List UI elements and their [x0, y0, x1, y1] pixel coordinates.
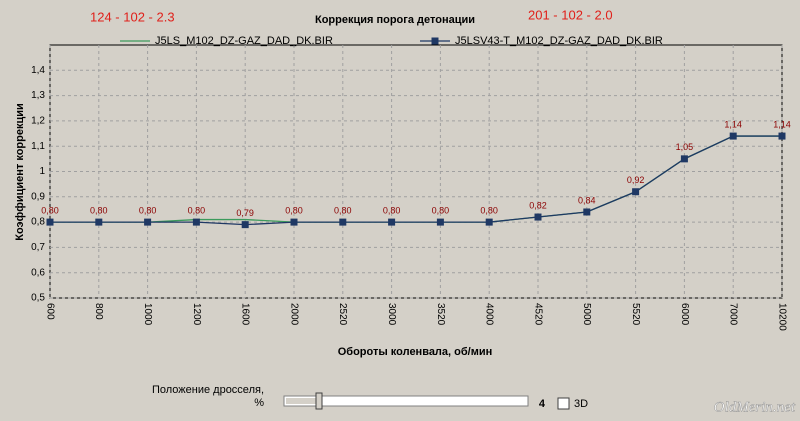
slider-thumb[interactable]: [315, 392, 323, 410]
y-tick-label: 0,5: [31, 293, 45, 304]
data-label: 1,14: [724, 119, 742, 129]
marker: [388, 218, 396, 226]
data-label: 0,80: [334, 205, 352, 215]
marker: [339, 218, 347, 226]
x-tick-label: 1000: [142, 303, 153, 326]
y-tick-label: 0,9: [31, 191, 45, 202]
checkbox-label: 3D: [574, 398, 588, 410]
y-axis-label: Коэффициент коррекции: [14, 103, 26, 241]
x-tick-label: 2520: [337, 303, 348, 326]
x-tick-label: 7000: [728, 303, 739, 326]
marker: [192, 218, 200, 226]
x-tick-label: 2000: [288, 303, 299, 326]
watermark: OldMerin.net: [714, 399, 796, 415]
data-label: 0,80: [188, 205, 206, 215]
chart-title: Коррекция порога детонации: [315, 14, 475, 26]
y-tick-label: 0,8: [31, 217, 45, 228]
marker: [778, 132, 786, 140]
checkbox[interactable]: [557, 397, 570, 410]
x-axis-label: Обороты коленвала, об/мин: [338, 346, 493, 358]
slider[interactable]: [283, 392, 529, 410]
marker: [680, 155, 688, 163]
marker: [485, 218, 493, 226]
x-tick-label: 4520: [532, 303, 543, 326]
x-tick-label: 6000: [679, 303, 690, 326]
data-label: 0,82: [529, 200, 547, 210]
x-tick-label: 1600: [240, 303, 251, 326]
x-tick-label: 3520: [435, 303, 446, 326]
series-line: [50, 135, 782, 226]
marker: [534, 213, 542, 221]
data-label: 0,80: [90, 205, 108, 215]
data-label: 0,79: [236, 208, 254, 218]
data-label: 0,80: [432, 205, 450, 215]
throttle-label: Положение дросселя,: [152, 384, 264, 396]
legend-label: J5LS_M102_DZ-GAZ_DAD_DK.BIR: [155, 35, 333, 47]
marker: [632, 188, 640, 196]
marker: [46, 218, 54, 226]
data-label: 1,05: [676, 142, 694, 152]
data-label: 0,80: [139, 205, 157, 215]
marker: [241, 221, 249, 229]
y-tick-label: 0,6: [31, 267, 45, 278]
x-tick-label: 600: [44, 303, 55, 320]
x-tick-label: 5000: [581, 303, 592, 326]
y-tick-label: 1,4: [31, 65, 45, 76]
x-tick-label: 4000: [484, 303, 495, 326]
marker: [729, 132, 737, 140]
marker: [290, 218, 298, 226]
marker: [144, 218, 152, 226]
throttle-value: 4: [539, 398, 546, 410]
legend-label: J5LSV43-T_M102_DZ-GAZ_DAD_DK.BIR: [455, 35, 663, 47]
annotation: 124 - 102 - 2.3: [90, 9, 175, 24]
slider-track[interactable]: [283, 395, 529, 407]
y-tick-label: 1,3: [31, 90, 45, 101]
y-tick-label: 1,2: [31, 116, 45, 127]
marker: [95, 218, 103, 226]
marker: [436, 218, 444, 226]
data-label: 0,80: [480, 205, 498, 215]
x-tick-label: 10200: [776, 303, 787, 331]
data-label: 0,80: [285, 205, 303, 215]
annotation: 201 - 102 - 2.0: [528, 7, 613, 22]
x-tick-label: 800: [93, 303, 104, 320]
data-label: 0,92: [627, 175, 645, 185]
x-tick-label: 5520: [630, 303, 641, 326]
marker: [583, 208, 591, 216]
legend-marker: [431, 37, 439, 45]
slider-fill: [286, 398, 316, 404]
data-label: 1,14: [773, 119, 791, 129]
y-tick-label: 1: [39, 166, 45, 177]
x-tick-label: 3000: [386, 303, 397, 326]
x-tick-label: 1200: [191, 303, 202, 326]
data-label: 0,80: [383, 205, 401, 215]
y-tick-label: 0,7: [31, 242, 45, 253]
data-label: 0,84: [578, 195, 596, 205]
throttle-unit: %: [254, 397, 264, 409]
data-label: 0,80: [41, 205, 59, 215]
y-tick-label: 1,1: [31, 141, 45, 152]
